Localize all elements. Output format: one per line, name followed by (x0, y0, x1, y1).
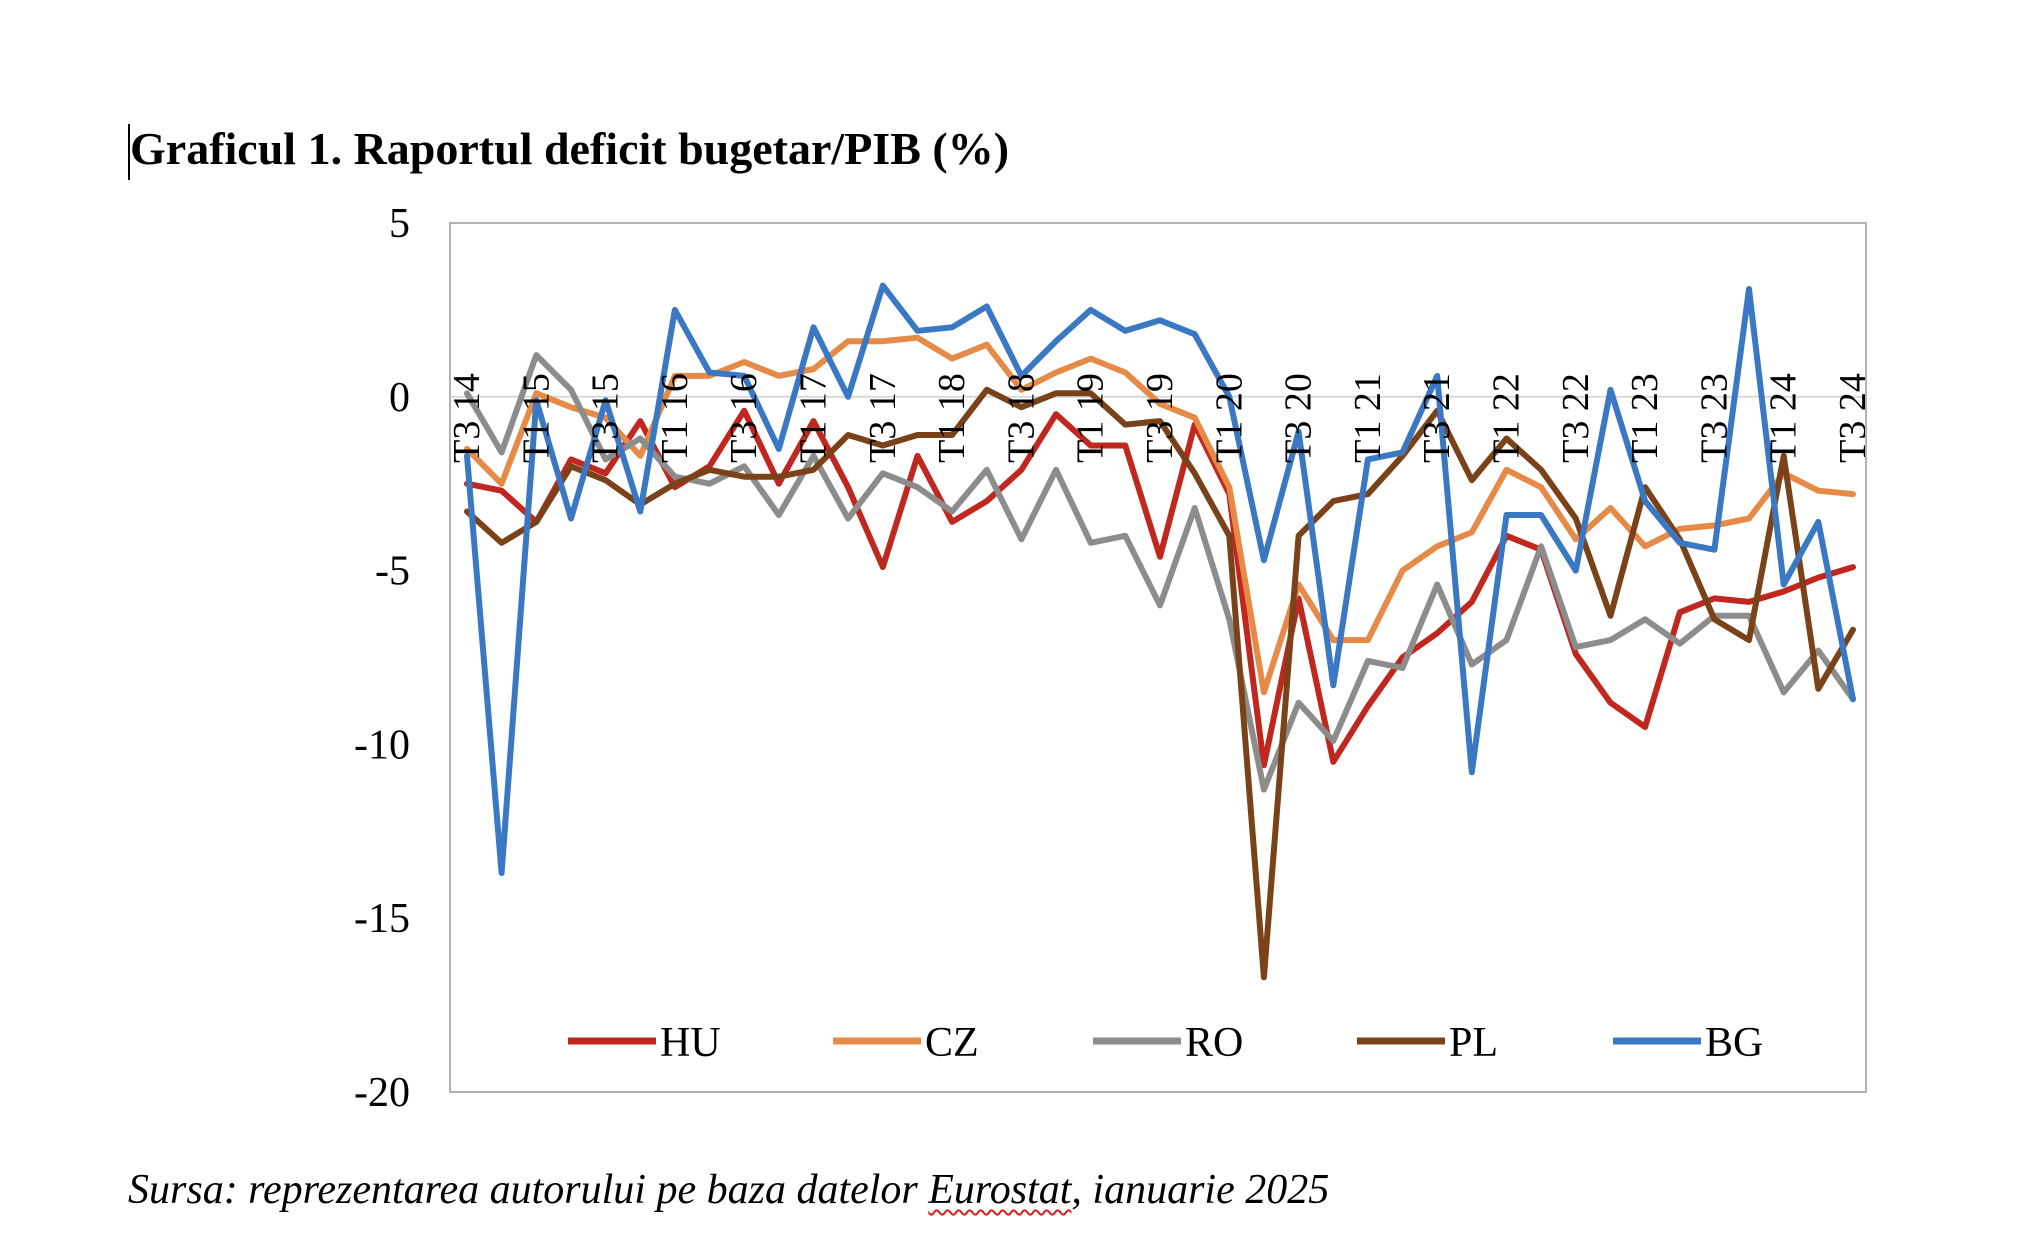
y-tick-label: -20 (354, 1070, 410, 1116)
series-line-hu (464, 407, 1856, 769)
x-tick-label: T3 24 (1832, 373, 1874, 463)
y-tick-label: -10 (354, 722, 410, 768)
x-tick-label: T1 15 (515, 373, 557, 463)
x-tick-label: T3 14 (446, 373, 488, 463)
x-tick-label: T3 23 (1693, 373, 1735, 463)
x-tick-label: T3 22 (1555, 373, 1597, 463)
x-tick-label: T1 24 (1763, 373, 1805, 463)
x-tick-label: T3 16 (723, 373, 765, 463)
text-cursor (128, 124, 130, 180)
x-tick-label: T1 18 (931, 373, 973, 463)
series-line-bg (464, 282, 1856, 876)
series-lines (464, 282, 1856, 981)
x-tick-label: T3 21 (1416, 373, 1458, 463)
legend-label-pl: PL (1449, 1020, 1498, 1066)
legend-label-bg: BG (1705, 1020, 1763, 1066)
x-tick-label: T1 23 (1624, 373, 1666, 463)
legend: HU CZ RO PL BG (568, 1020, 1763, 1066)
x-tick-label: T1 21 (1347, 373, 1389, 463)
plot-frame (449, 222, 1867, 1093)
source-suffix: , ianuarie 2025 (1071, 1167, 1330, 1213)
x-axis-ticks: T3 14 T1 15 T3 15 T1 16 T3 16 T1 17 T3 17 T1 18… (446, 373, 1874, 463)
source-note: Sursa: reprezentarea autorului pe baza d… (128, 1166, 1329, 1214)
x-tick-label: T3 19 (1139, 373, 1181, 463)
y-tick-label: 0 (389, 375, 410, 421)
chart-title: Graficul 1. Raportul deficit bugetar/PIB… (130, 123, 1010, 174)
x-tick-label: T1 17 (793, 373, 835, 463)
x-tick-label: T1 20 (1208, 373, 1250, 463)
x-tick-label: T3 17 (862, 373, 904, 463)
x-tick-label: T1 16 (654, 373, 696, 463)
y-tick-label: 5 (389, 201, 410, 247)
source-prefix: Sursa: reprezentarea autorului pe baza d… (128, 1167, 929, 1213)
y-tick-label: -15 (354, 896, 410, 942)
x-tick-label: T3 18 (1000, 373, 1042, 463)
legend-label-ro: RO (1185, 1020, 1243, 1066)
x-tick-label: T3 20 (1278, 373, 1320, 463)
series-line-pl (464, 386, 1856, 981)
legend-label-hu: HU (660, 1020, 721, 1066)
x-tick-label: T1 22 (1486, 373, 1528, 463)
x-tick-label: T1 19 (1070, 373, 1112, 463)
y-tick-label: -5 (375, 549, 410, 595)
y-axis-ticks: 5 0 -5 -10 -15 -20 (354, 201, 410, 1116)
series-line-ro (464, 352, 1856, 793)
source-eurostat: Eurostat (928, 1167, 1072, 1213)
legend-label-cz: CZ (925, 1020, 979, 1066)
x-tick-label: T3 15 (585, 373, 627, 463)
series-line-cz (464, 334, 1856, 696)
